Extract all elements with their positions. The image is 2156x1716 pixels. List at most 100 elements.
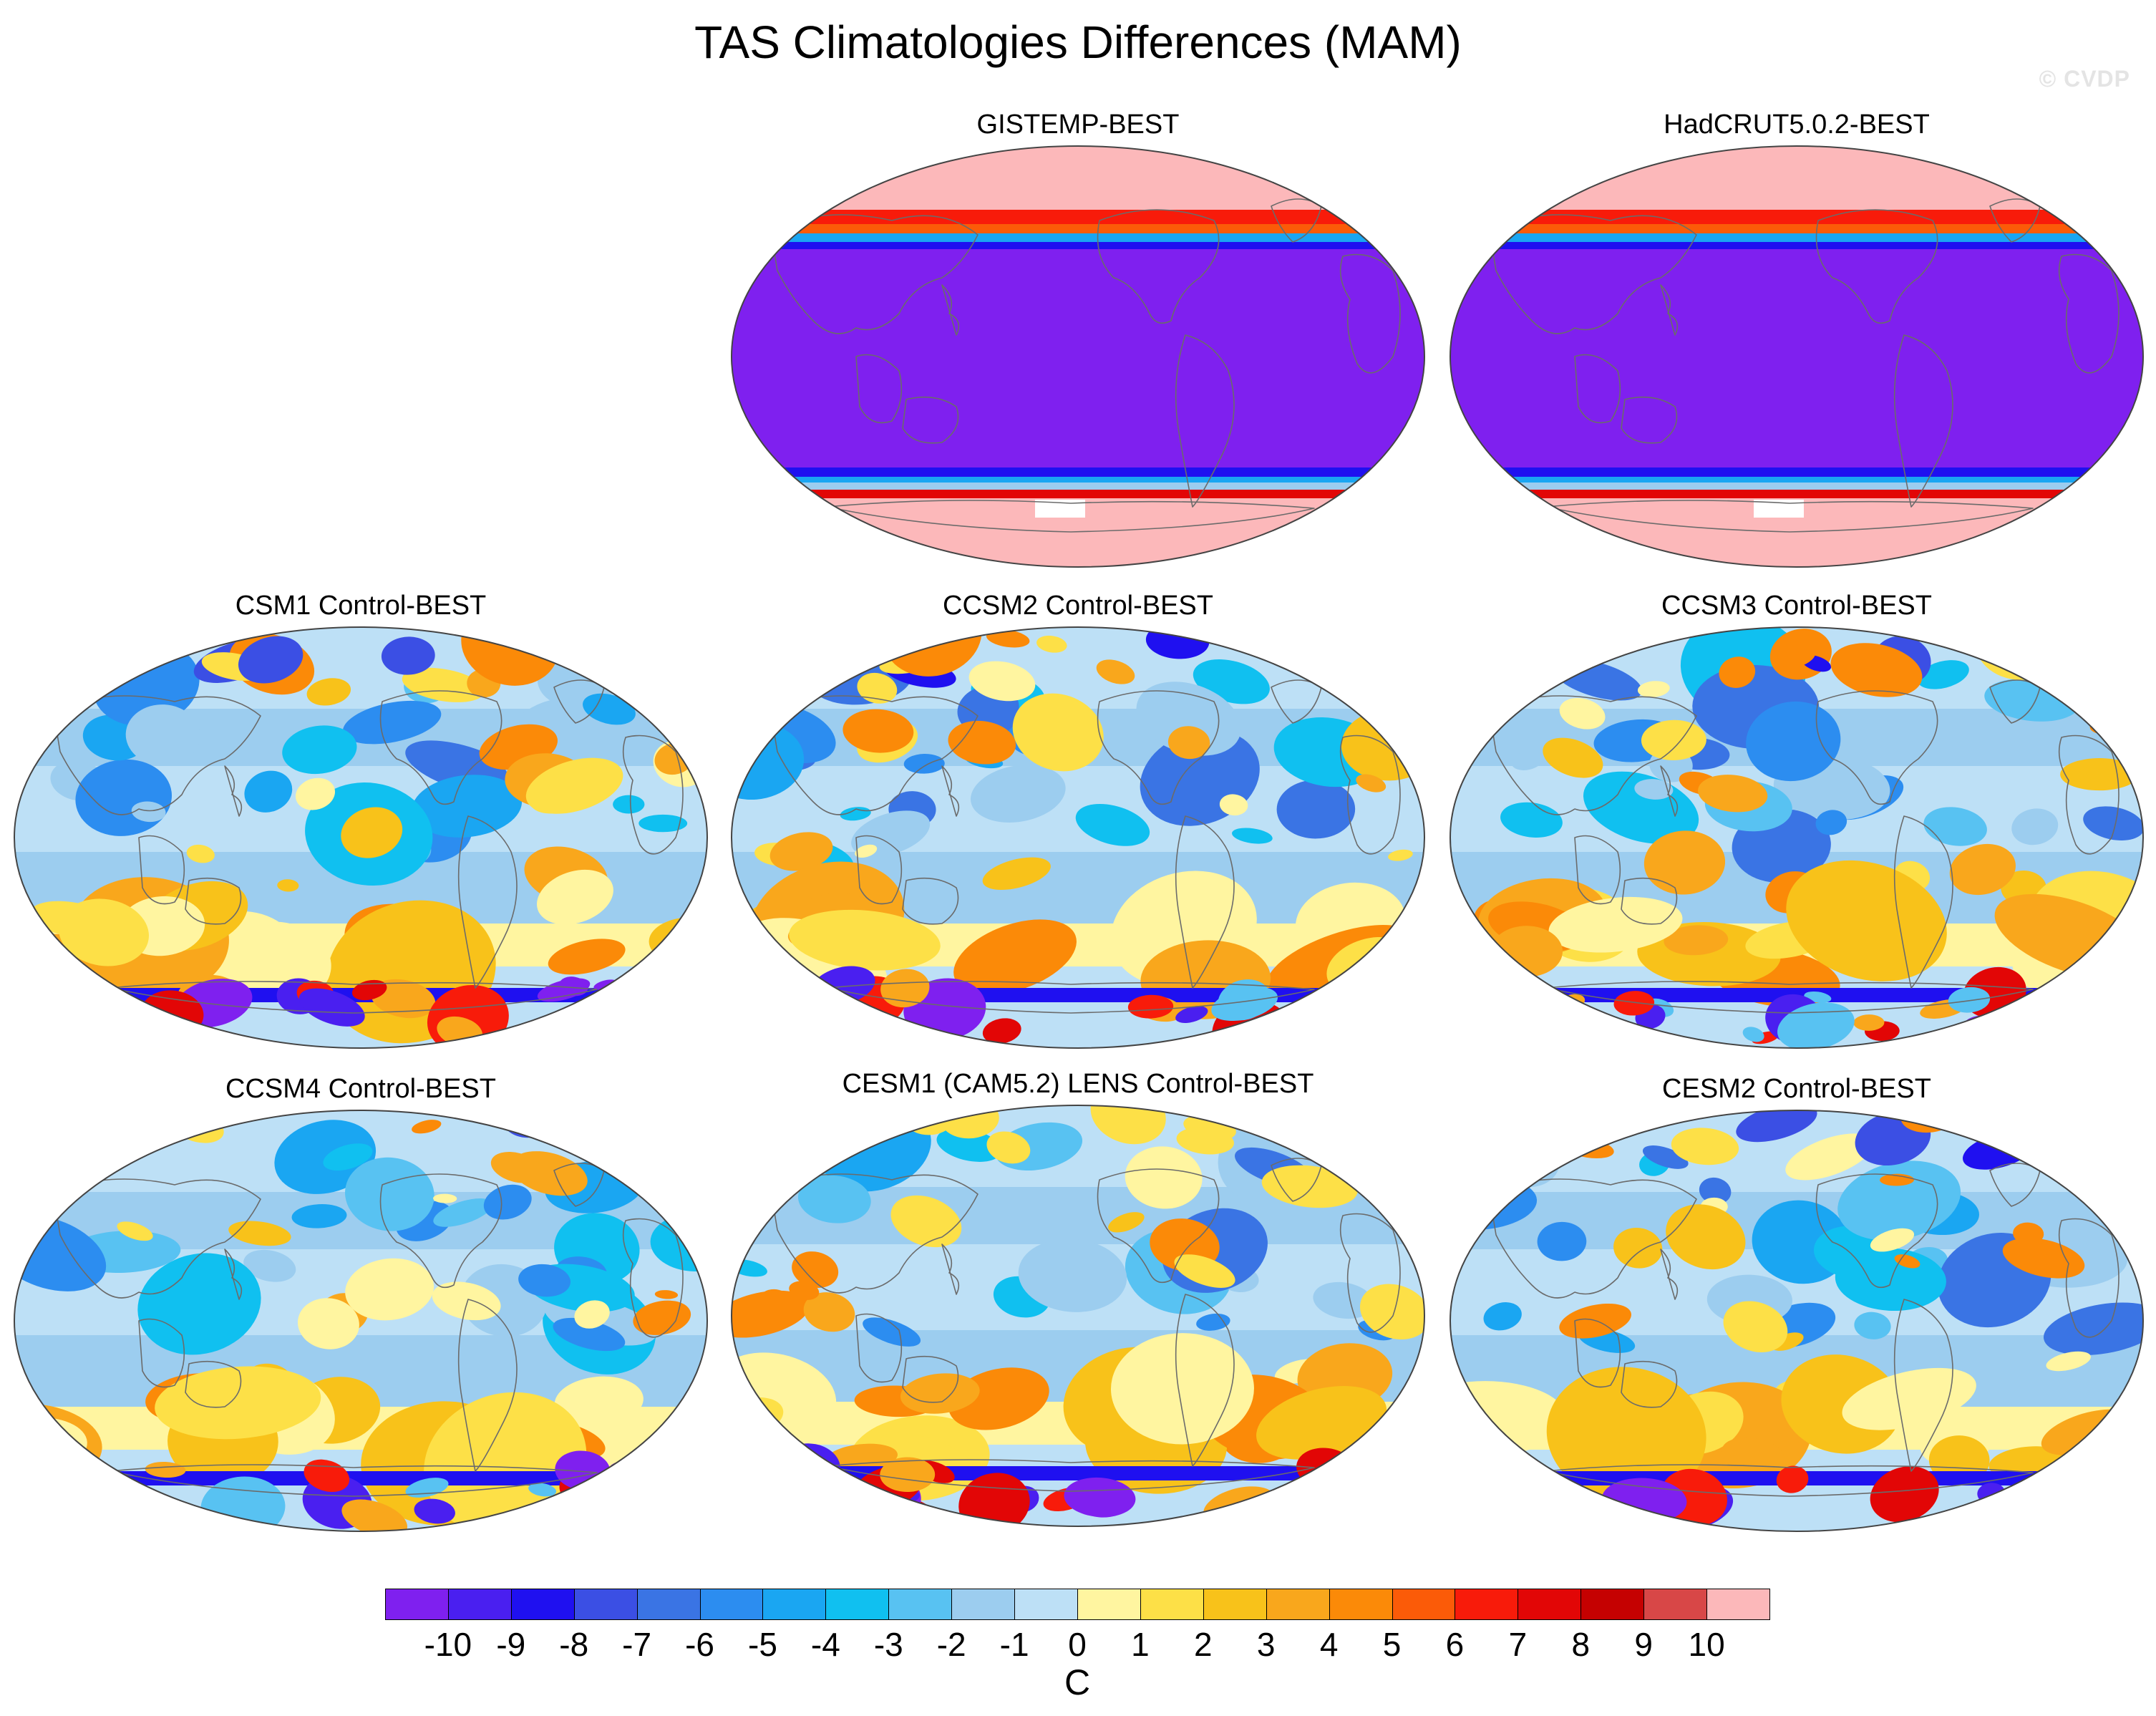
anomaly-patch [732,1290,810,1338]
anomaly-patch [1949,843,2016,896]
anomaly-patch [1698,775,1768,813]
coastline [902,1355,959,1403]
anomaly-patch [1012,693,1104,772]
coastline [52,695,261,815]
anomaly-patch [228,1221,291,1246]
colorbar-tick-label: -8 [559,1626,589,1663]
anomaly-patch [953,919,1077,995]
anomaly-patch [1359,1284,1424,1340]
map-fill [14,1110,707,1531]
colorbar-tick-label: -2 [936,1626,966,1663]
anomaly-patch [574,1300,610,1329]
coastline [1545,500,2034,533]
map-panel-hadcrut: HadCRUT5.0.2-BEST [1446,107,2147,573]
anomaly-patch [762,1027,799,1047]
colorbar-tick-label: -6 [685,1626,714,1663]
temperature-band [1450,224,2143,235]
temperature-band [732,146,1424,210]
anomaly-patch [1211,987,1278,1022]
anomaly-patch [140,1498,173,1520]
anomaly-patch [2021,1475,2102,1531]
anomaly-patch [1176,1127,1234,1155]
anomaly-patch [1948,987,1991,1013]
anomaly-patch [525,757,623,814]
colorbar-swatch [1014,1589,1078,1620]
colorbar-tick-label: -3 [873,1626,903,1663]
anomaly-patch [631,1004,700,1029]
anomaly-patch [638,814,688,833]
anomaly-patch [130,1504,190,1531]
anomaly-patch [1995,638,2036,659]
anomaly-patch [863,1317,921,1347]
coastline [902,877,959,925]
colorbar-swatch [1329,1589,1393,1620]
colorbar-tick-label: 7 [1508,1626,1528,1663]
anomaly-patch [1671,1128,1739,1165]
anomaly-patch [490,1151,543,1183]
colorbar-tick-label: 5 [1382,1626,1402,1663]
anomaly-patch [295,777,336,810]
colorbar-unit-label: C [1064,1662,1091,1702]
coastline [1989,679,2041,724]
anomaly-patch [186,844,215,863]
anomaly-patch [948,720,1016,765]
colorbar-swatch [1643,1589,1708,1620]
coastline [769,214,979,334]
coastline [1097,1168,1220,1284]
anomaly-patch [633,1300,691,1335]
anomaly-patch [2041,1468,2066,1488]
anomaly-patch [277,879,299,892]
anomaly-patch [586,1122,628,1154]
anomaly-patch [855,844,878,858]
anomaly-patch [1854,1312,1891,1339]
anomaly-patch [2109,1493,2140,1505]
anomaly-patch [1090,1105,1166,1145]
anomaly-patch [971,765,1066,823]
colorbar-tick-label: 3 [1256,1626,1276,1663]
map-outline [1450,626,2144,1049]
temperature-band [1450,483,2143,491]
coastline [2058,253,2119,374]
coastline [1175,1294,1235,1467]
coastline [138,835,185,905]
anomaly-patch [1256,1386,1387,1460]
anomaly-patch [1356,774,1387,792]
anomaly-patch [1775,641,1816,668]
anomaly-patch [137,1253,261,1355]
coastline [1097,690,1220,805]
anomaly-patch [1991,1019,2016,1039]
anomaly-patch [1870,1466,1939,1523]
anomaly-patch [627,1110,707,1143]
colorbar-tick-label: -7 [622,1626,652,1663]
coastline [185,1360,242,1408]
anomaly-patch [80,1461,107,1484]
anomaly-patch [412,1120,442,1134]
coastline [224,1249,243,1300]
anomaly-patch [738,1464,807,1500]
anomaly-patch [1495,1477,1566,1512]
anomaly-patch [583,693,636,725]
anomaly-patch [341,807,403,858]
anomaly-patch [1537,1221,1587,1261]
anomaly-patch [1837,1160,1961,1241]
anomaly-patch [243,1249,296,1282]
coastline [827,500,1315,533]
anomaly-patch [1276,780,1356,839]
anomaly-patch [1196,1313,1230,1331]
anomaly-patch [343,700,442,745]
coastline [224,765,243,817]
coastline [1488,695,1697,815]
coastline [553,679,605,724]
anomaly-patch [291,1203,347,1228]
panel-title: HadCRUT5.0.2-BEST [1664,110,1930,140]
coastline [1339,1213,1401,1333]
panel-title: CESM1 (CAM5.2) LENS Control-BEST [842,1069,1314,1099]
anomaly-patch [2087,641,2132,672]
anomaly-patch [1125,1146,1203,1209]
anomaly-patch [282,725,357,775]
coastline [1893,334,1953,508]
colorbar-swatch [447,1589,512,1620]
anomaly-patch [1334,627,1424,672]
anomaly-patch [125,704,200,766]
